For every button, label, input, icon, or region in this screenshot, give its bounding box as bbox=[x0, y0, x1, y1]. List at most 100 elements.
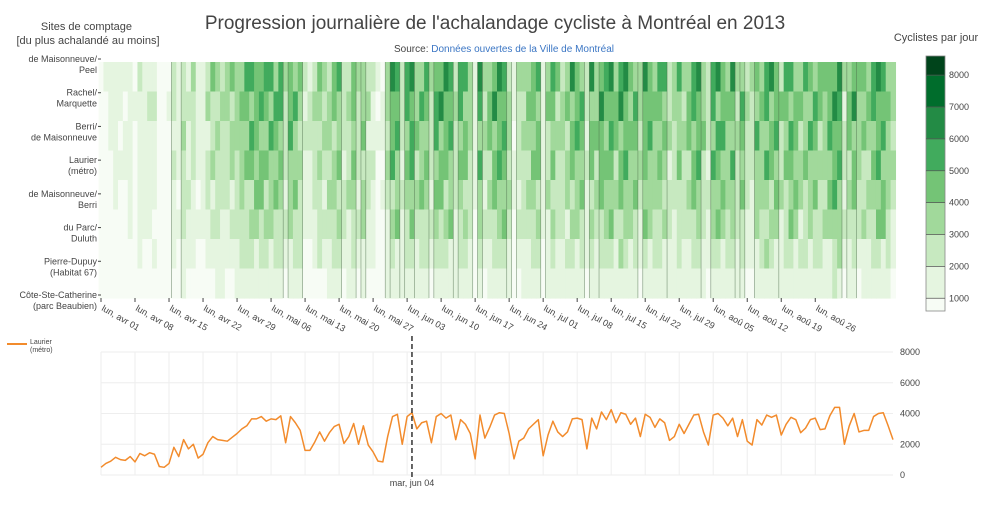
heatmap-cell bbox=[686, 121, 692, 152]
heatmap-cell bbox=[531, 62, 537, 93]
heatmap-plot[interactable] bbox=[98, 62, 897, 299]
heatmap-cell bbox=[341, 180, 347, 211]
heatmap-cell bbox=[696, 239, 702, 270]
heatmap-cell bbox=[312, 180, 318, 211]
heatmap-cell bbox=[671, 239, 678, 270]
heatmap-cell bbox=[511, 121, 518, 152]
heatmap-cell bbox=[890, 268, 897, 299]
heatmap-cell bbox=[837, 268, 843, 299]
heatmap-cell bbox=[671, 150, 678, 181]
heatmap-cell bbox=[258, 180, 265, 211]
heatmap-cell bbox=[681, 62, 688, 93]
heatmap-cell bbox=[283, 180, 289, 211]
heatmap-cell bbox=[467, 121, 474, 152]
heatmap-cell bbox=[735, 209, 741, 240]
heatmap-cell bbox=[526, 239, 532, 270]
heatmap-cell bbox=[841, 268, 848, 299]
heatmap-cell bbox=[404, 239, 411, 270]
heatmap-cell bbox=[652, 150, 658, 181]
heatmap-cell bbox=[749, 91, 756, 122]
heatmap-cell bbox=[671, 121, 678, 152]
heatmap-cell bbox=[841, 150, 848, 181]
heatmap-cell bbox=[254, 91, 260, 122]
heatmap-cell bbox=[613, 62, 620, 93]
heatmap-cell bbox=[686, 150, 692, 181]
heatmap-cell bbox=[623, 62, 629, 93]
heatmap-cell bbox=[132, 150, 139, 181]
heatmap-cell bbox=[331, 62, 338, 93]
chart-title: Progression journalière de l'achalandage… bbox=[205, 13, 785, 34]
heatmap-cell bbox=[229, 180, 236, 211]
heatmap-cell bbox=[428, 209, 435, 240]
line-legend[interactable]: Laurier (métro) bbox=[7, 339, 54, 354]
line-plot[interactable]: 0 2000 4000 6000 8000 bbox=[100, 347, 920, 480]
colorbar-tick-label: 4000 bbox=[949, 198, 969, 208]
heatmap-cell bbox=[725, 62, 731, 93]
heatmap-cell bbox=[326, 239, 333, 270]
heatmap-cell bbox=[142, 121, 148, 152]
heatmap-cell bbox=[696, 62, 702, 93]
heatmap-cell bbox=[720, 91, 726, 122]
heatmap-cell bbox=[443, 239, 450, 270]
heatmap-cell bbox=[827, 91, 833, 122]
heatmap-cell bbox=[186, 180, 192, 211]
heatmap-cell bbox=[283, 121, 289, 152]
heatmap-cell bbox=[744, 268, 751, 299]
heatmap-cell bbox=[302, 209, 309, 240]
heatmap-cell bbox=[360, 268, 367, 299]
heatmap-cell bbox=[331, 268, 338, 299]
line-y-tick-label: 6000 bbox=[900, 378, 920, 388]
source-link[interactable]: Données ouvertes de la Ville de Montréal bbox=[431, 44, 614, 55]
heatmap-cell bbox=[565, 268, 571, 299]
source-prefix: Source: bbox=[394, 44, 431, 55]
heatmap-cell bbox=[691, 268, 697, 299]
heatmap-cell bbox=[288, 209, 294, 240]
heatmap-cell bbox=[710, 239, 717, 270]
heatmap-cell bbox=[710, 150, 717, 181]
heatmap-cell bbox=[156, 150, 163, 181]
site-label-line: Pierre-Dupuy bbox=[44, 256, 98, 266]
heatmap-cell bbox=[220, 239, 226, 270]
heatmap-cell bbox=[535, 62, 542, 93]
heatmap-cell bbox=[720, 62, 726, 93]
heatmap-cell bbox=[152, 239, 158, 270]
heatmap-cell bbox=[224, 150, 231, 181]
heatmap-cell bbox=[467, 209, 474, 240]
heatmap-cell bbox=[482, 121, 488, 152]
heatmap-cell bbox=[409, 239, 415, 270]
heatmap-cell bbox=[856, 91, 863, 122]
heatmap-cell bbox=[171, 180, 177, 211]
heatmap-cell bbox=[292, 150, 299, 181]
heatmap-cell bbox=[642, 180, 649, 211]
heatmap-cell bbox=[594, 209, 600, 240]
heatmap-cell bbox=[224, 239, 231, 270]
heatmap-cell bbox=[307, 239, 313, 270]
heatmap-cell bbox=[263, 91, 270, 122]
heatmap-cell bbox=[730, 239, 736, 270]
series-line-laurier[interactable] bbox=[100, 406, 894, 469]
heatmap-cell bbox=[380, 62, 386, 93]
heatmap-cell bbox=[657, 121, 663, 152]
heatmap-cell bbox=[195, 62, 202, 93]
heatmap-cell bbox=[516, 209, 522, 240]
heatmap-cell bbox=[623, 209, 629, 240]
heatmap-cell bbox=[783, 150, 790, 181]
heatmap-cell bbox=[326, 91, 333, 122]
heatmap-cell bbox=[317, 91, 323, 122]
heatmap-cell bbox=[244, 62, 250, 93]
heatmap-cell bbox=[880, 180, 887, 211]
heatmap-cell bbox=[550, 91, 556, 122]
heatmap-cell bbox=[540, 121, 547, 152]
heatmap-cell bbox=[234, 209, 241, 240]
heatmap-cell bbox=[871, 268, 877, 299]
heatmap-cell bbox=[880, 239, 887, 270]
heatmap-cell bbox=[531, 268, 537, 299]
heatmap-cell bbox=[535, 121, 542, 152]
heatmap-cell bbox=[822, 209, 829, 240]
heatmap-cell bbox=[254, 209, 260, 240]
heatmap-cell bbox=[249, 239, 255, 270]
heatmap-cell bbox=[137, 62, 143, 93]
heatmap-cell bbox=[433, 268, 440, 299]
heatmap-cell bbox=[691, 121, 697, 152]
